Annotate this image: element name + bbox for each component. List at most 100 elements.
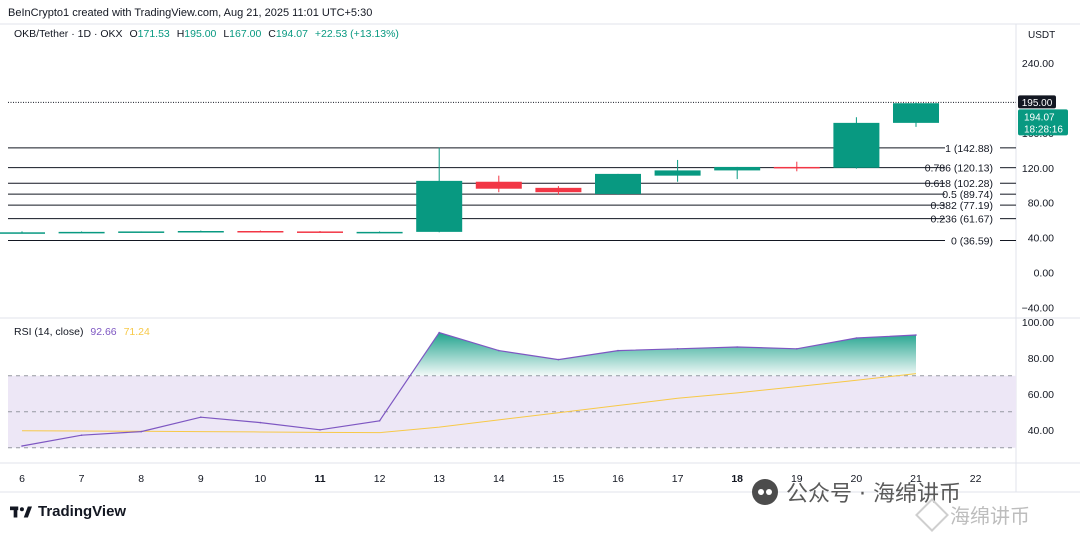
fib-level-label: 0.618 (102.28) — [925, 178, 993, 190]
candle-body — [118, 231, 165, 233]
candle-body — [356, 231, 403, 234]
candle-body — [0, 232, 45, 234]
rsi-point — [259, 421, 262, 424]
rsi-line — [21, 331, 917, 447]
open-value: 171.53 — [137, 28, 170, 40]
rsi-point — [736, 346, 738, 348]
candle-body — [416, 180, 463, 232]
rsi-point — [319, 429, 321, 431]
x-tick-label: 13 — [433, 473, 445, 485]
candle-8 — [118, 231, 165, 233]
candle-15 — [535, 186, 582, 195]
tradingview-logo-icon — [10, 506, 32, 517]
rsi-value: 92.66 — [90, 326, 117, 338]
candle-11 — [297, 231, 343, 233]
rsi-point — [21, 445, 23, 447]
x-tick-label: 11 — [314, 473, 325, 485]
price-tick-label: −40.00 — [1022, 302, 1055, 314]
price-tick-label: 0.00 — [1034, 267, 1055, 279]
close-label: C — [268, 28, 276, 40]
watermark-badge-icon — [915, 497, 949, 532]
symbol-label: OKB/Tether · 1D · OKX — [14, 28, 123, 40]
fib-level-label: 0.5 (89.74) — [942, 189, 993, 201]
candle-body — [893, 103, 939, 123]
candle-body — [833, 122, 880, 168]
fib-level-label: 0 (36.59) — [951, 236, 993, 248]
candle-10 — [237, 230, 284, 233]
chart-header: BeInCrypto1 created with TradingView.com… — [8, 7, 373, 19]
candle-20 — [833, 117, 880, 169]
tradingview-logo[interactable]: TradingView — [10, 503, 126, 520]
rsi-point — [498, 349, 500, 352]
x-tick-label: 7 — [79, 473, 85, 485]
price-tick-label: 120.00 — [1022, 163, 1054, 175]
rsi-tick-label: 40.00 — [1028, 425, 1054, 437]
candle-17 — [654, 159, 701, 182]
rsi-point — [438, 331, 441, 334]
candle-7 — [58, 231, 105, 234]
watermark-secondary-text: 海绵讲币 — [950, 504, 1030, 528]
high-price-badge — [1018, 95, 1056, 109]
high-price-badge-text: 195.00 — [1022, 98, 1053, 109]
low-label: L — [223, 28, 230, 40]
rsi-ma-line — [21, 373, 917, 434]
price-tick-label: 40.00 — [1028, 233, 1054, 245]
rsi-legend: RSI (14, close) 92.66 71.24 — [14, 326, 150, 338]
candle-6 — [0, 231, 45, 234]
x-tick-label: 15 — [553, 473, 565, 485]
x-tick-label: 14 — [493, 473, 505, 485]
candle-body — [177, 231, 224, 233]
wechat-icon — [752, 479, 778, 505]
candle-18 — [714, 166, 761, 180]
rsi-point — [617, 349, 619, 352]
x-tick-label: 9 — [198, 473, 204, 485]
rsi-point — [796, 348, 798, 350]
close-value: 194.07 — [275, 28, 308, 40]
candle-body — [714, 166, 761, 171]
rsi-point — [557, 358, 560, 361]
x-tick-label: 10 — [255, 473, 267, 485]
rsi-tick-label: 100.00 — [1022, 317, 1054, 329]
tradingview-logo-text: TradingView — [38, 503, 127, 520]
candle-21 — [893, 102, 939, 127]
candle-19 — [773, 161, 820, 172]
x-tick-label: 8 — [138, 473, 144, 485]
rsi-point — [676, 348, 679, 350]
candle-body — [237, 231, 284, 233]
x-tick-label: 18 — [731, 473, 743, 485]
x-tick-label: 21 — [910, 473, 922, 485]
candle-body — [773, 166, 820, 169]
change-value: +22.53 (+13.13%) — [314, 28, 399, 40]
candle-12 — [356, 231, 403, 234]
last-price-badge-text: 194.07 — [1024, 112, 1055, 123]
candle-body — [595, 173, 641, 194]
rsi-overbought-fill — [410, 332, 916, 376]
x-tick-label: 12 — [374, 473, 386, 485]
rsi-point — [200, 416, 202, 419]
open-label: O — [129, 28, 138, 40]
candle-body — [58, 231, 105, 234]
rsi-tick-label: 60.00 — [1028, 389, 1054, 401]
rsi-label: RSI (14, close) — [14, 326, 84, 338]
price-tick-label: 240.00 — [1022, 58, 1054, 70]
candle-14 — [475, 175, 522, 193]
rsi-point — [80, 434, 83, 437]
fib-level-label: 0.236 (61.67) — [931, 214, 993, 226]
high-value: 195.00 — [184, 28, 217, 40]
candle-body — [297, 231, 343, 233]
candle-9 — [177, 230, 224, 233]
candle-13 — [416, 147, 463, 233]
candle-body — [654, 170, 701, 176]
price-tick-label: 80.00 — [1028, 198, 1054, 210]
x-tick-label: 22 — [970, 473, 982, 485]
rsi-ma-value: 71.24 — [123, 326, 150, 338]
rsi-point — [855, 337, 858, 339]
x-tick-label: 19 — [791, 473, 803, 485]
currency-label: USDT — [1028, 30, 1055, 41]
x-tick-label: 20 — [851, 473, 863, 485]
rsi-point — [378, 420, 381, 422]
fib-level-label: 0.382 (77.19) — [931, 200, 993, 212]
candle-body — [535, 187, 582, 193]
fib-level-label: 0.786 (120.13) — [925, 163, 993, 175]
